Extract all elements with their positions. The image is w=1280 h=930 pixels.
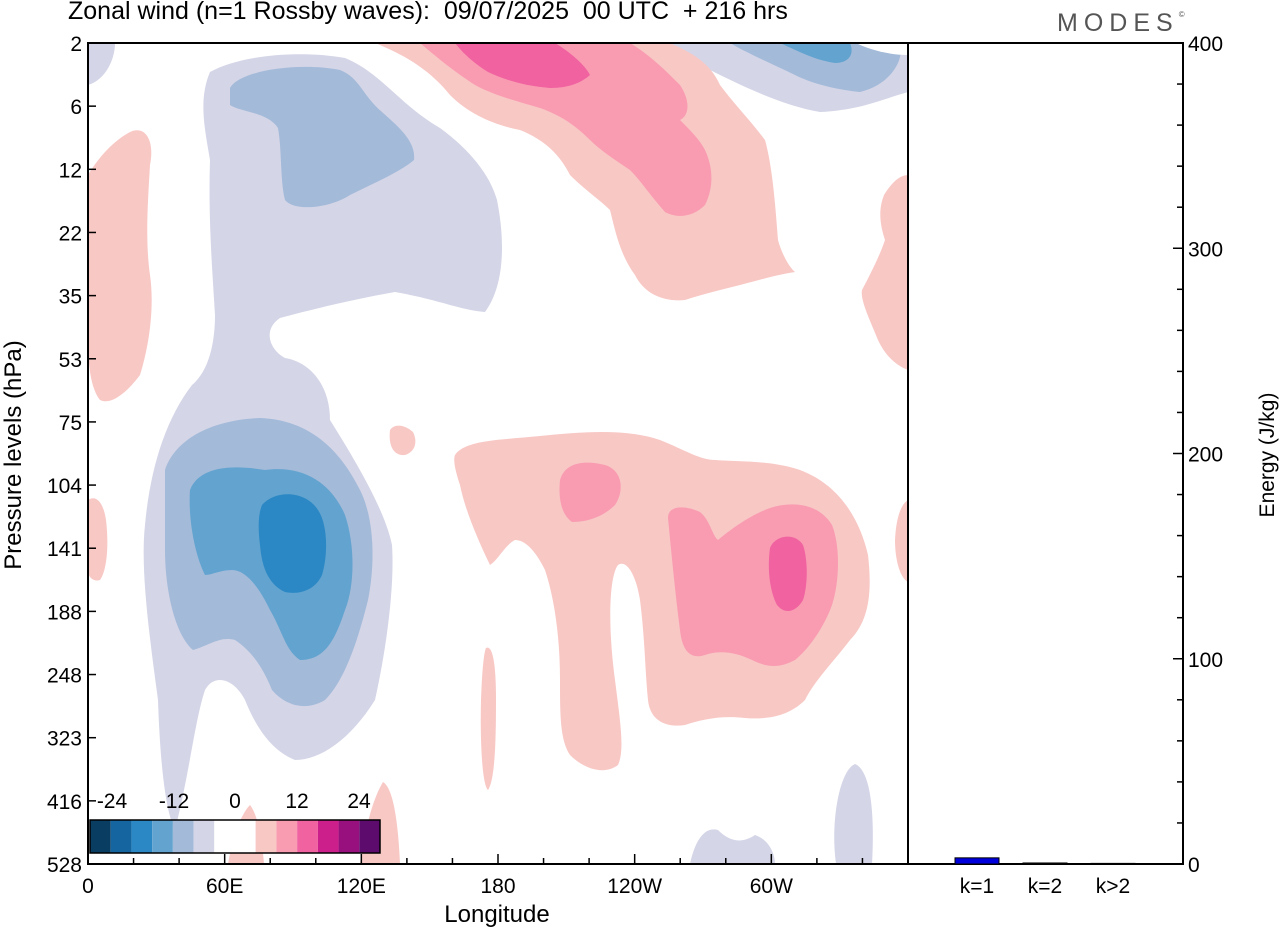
logo-text: MODES: [1057, 9, 1179, 37]
neg-contour-bottom-b: [834, 764, 873, 864]
colorbar-swatch: [131, 820, 153, 853]
pos-contour-strat-16: [455, 43, 590, 88]
colorbar-swatch: [152, 820, 173, 853]
pressure-tick-label: 2: [70, 33, 82, 56]
pressure-tick-label: 104: [47, 475, 82, 498]
longitude-tick-label: 60E: [206, 875, 243, 898]
colorbar-swatch: [110, 820, 132, 853]
pressure-tick-label: 75: [59, 412, 82, 435]
energy-category-label: k>2: [1096, 875, 1130, 898]
modes-logo: MODES©: [1057, 9, 1185, 38]
colorbar-label: -12: [159, 790, 189, 813]
energy-tick-label: 400: [1188, 33, 1223, 56]
colorbar-swatch: [255, 820, 277, 853]
neg-contour-strat: [230, 66, 415, 208]
pressure-tick-label: 22: [59, 222, 82, 245]
pressure-tick-label: 323: [47, 728, 82, 751]
energy-bar: [954, 857, 1000, 865]
longitude-axis: 0 60E 120E 180 120W 60W: [82, 854, 909, 898]
longitude-tick-label: 120E: [337, 875, 386, 898]
pos-contour-greenwich-strat: [88, 130, 152, 402]
longitude-tick-label: 120W: [607, 875, 662, 898]
colorbar-swatch: [90, 820, 111, 853]
pressure-tick-label: 528: [47, 854, 82, 877]
pressure-axis: 2 6 12 22 35 53 75 104 141 188 248 323 416 528: [47, 33, 96, 877]
colorbar: -24 -12 0 12 24: [89, 790, 381, 854]
longitude-tick-label: 180: [480, 875, 515, 898]
pressure-tick-label: 248: [47, 665, 82, 688]
pos-contour-blob-small: [389, 425, 416, 456]
neg-contour-top-right-3: [780, 43, 852, 63]
pressure-tick-label: 12: [59, 159, 82, 182]
colorbar-swatch: [338, 820, 360, 853]
pos-contour-strat-12: [420, 43, 712, 216]
energy-tick-label: 200: [1188, 444, 1223, 467]
energy-category-label: k=1: [960, 875, 994, 898]
energy-category-label: k=2: [1028, 875, 1062, 898]
colorbar-label: 12: [285, 790, 308, 813]
energy-tick-label: 0: [1188, 854, 1200, 877]
pos-contour-strat: [375, 43, 795, 301]
pressure-tick-label: 53: [59, 349, 82, 372]
energy-plot-frame: [907, 42, 1184, 865]
energy-axis: 0 100 200 300 400: [1173, 33, 1223, 877]
pos-contour-dateline-east: [861, 175, 908, 370]
colorbar-swatch: [235, 820, 256, 853]
colorbar-swatch: [359, 820, 380, 853]
pressure-tick-label: 416: [47, 791, 82, 814]
energy-bar: [1090, 862, 1136, 865]
x-axis-label: Longitude: [444, 901, 549, 928]
energy-bar: [1022, 862, 1068, 865]
colorbar-swatch: [317, 820, 339, 853]
pressure-tick-label: 6: [70, 96, 82, 119]
neg-contour-top-left: [88, 43, 115, 85]
colorbar-label: 0: [229, 790, 241, 813]
colorbar-swatch: [214, 820, 235, 853]
pressure-tick-label: 35: [59, 286, 82, 309]
colorbar-label: -24: [97, 790, 128, 813]
pos-contour-180-vert: [480, 647, 496, 790]
chart-title: Zonal wind (n=1 Rossby waves): 09/07/202…: [68, 0, 788, 25]
pressure-tick-label: 188: [47, 601, 82, 624]
energy-tick-label: 100: [1188, 649, 1223, 672]
pos-contour-greenwich-trop: [88, 498, 108, 581]
pos-contour-top-right-sliver: [856, 43, 908, 55]
colorbar-swatch: [193, 820, 215, 853]
neg-contour-top-right-2: [730, 43, 901, 92]
pos-contour-dateline-trop: [895, 500, 908, 582]
colorbar-swatch: [276, 820, 298, 853]
zonal-wind-contours: [88, 43, 908, 864]
colorbar-swatch: [297, 820, 318, 853]
longitude-tick-label: 0: [82, 875, 94, 898]
longitude-tick-label: 60W: [750, 875, 793, 898]
colorbar-label: 24: [347, 790, 371, 813]
colorbar-frame: [89, 819, 381, 854]
neg-contour-core-min: [258, 494, 327, 593]
pos-contour-trop-12a: [559, 462, 621, 522]
pressure-tick-label: 141: [47, 538, 82, 561]
energy-axis-label: Energy (J/kg): [1256, 393, 1279, 518]
energy-tick-label: 300: [1188, 238, 1223, 261]
pos-contour-trop-16: [768, 536, 807, 612]
energy-bars: k=1 k=2 k>2: [954, 857, 1136, 898]
y-axis-label: Pressure levels (hPa): [0, 340, 27, 569]
neg-contour-bottom-a: [690, 829, 775, 864]
copyright-icon: ©: [1178, 10, 1185, 19]
colorbar-swatch: [172, 820, 194, 853]
